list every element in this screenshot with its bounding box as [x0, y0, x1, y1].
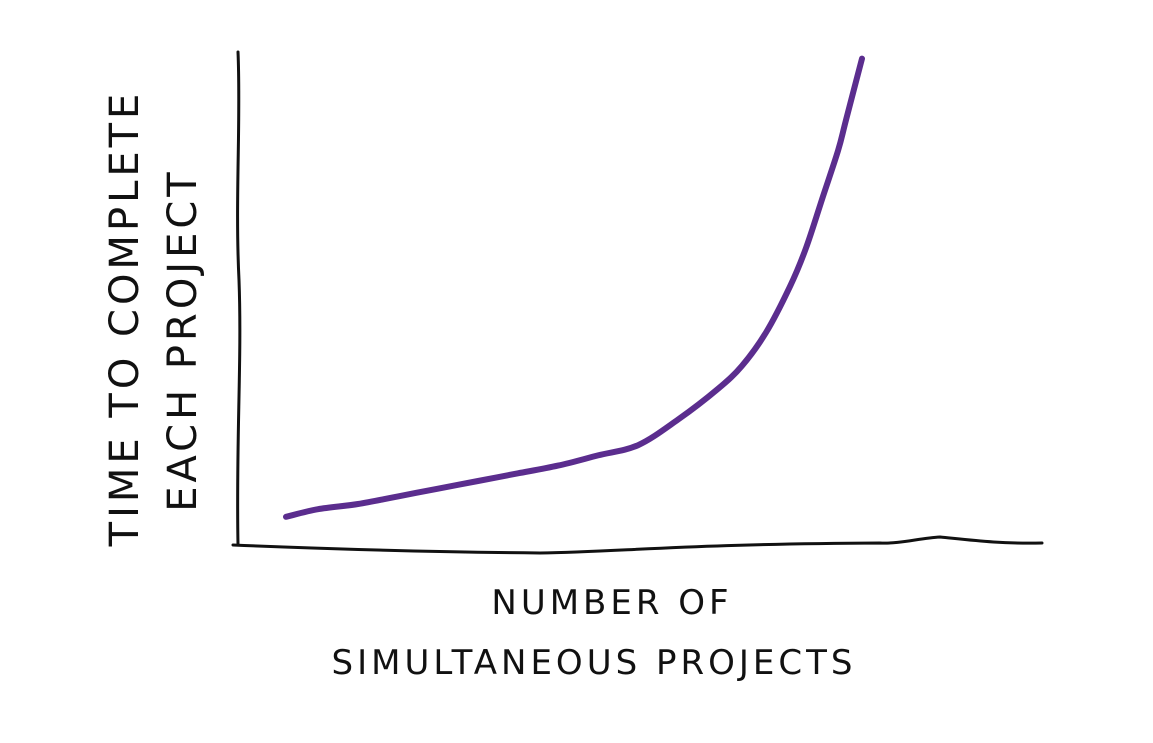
x-axis-label-line-1: NUMBER OF — [491, 583, 732, 623]
y-axis-label-line-2: EACH PROJECT — [160, 168, 206, 512]
x-axis-label-line-2: SIMULTANEOUS PROJECTS — [332, 643, 857, 683]
x-axis-line — [231, 535, 1044, 555]
y-axis-line — [236, 50, 242, 547]
series-line-0 — [283, 55, 865, 520]
y-axis-label-line-1: TIME TO COMPLETE — [102, 90, 148, 548]
